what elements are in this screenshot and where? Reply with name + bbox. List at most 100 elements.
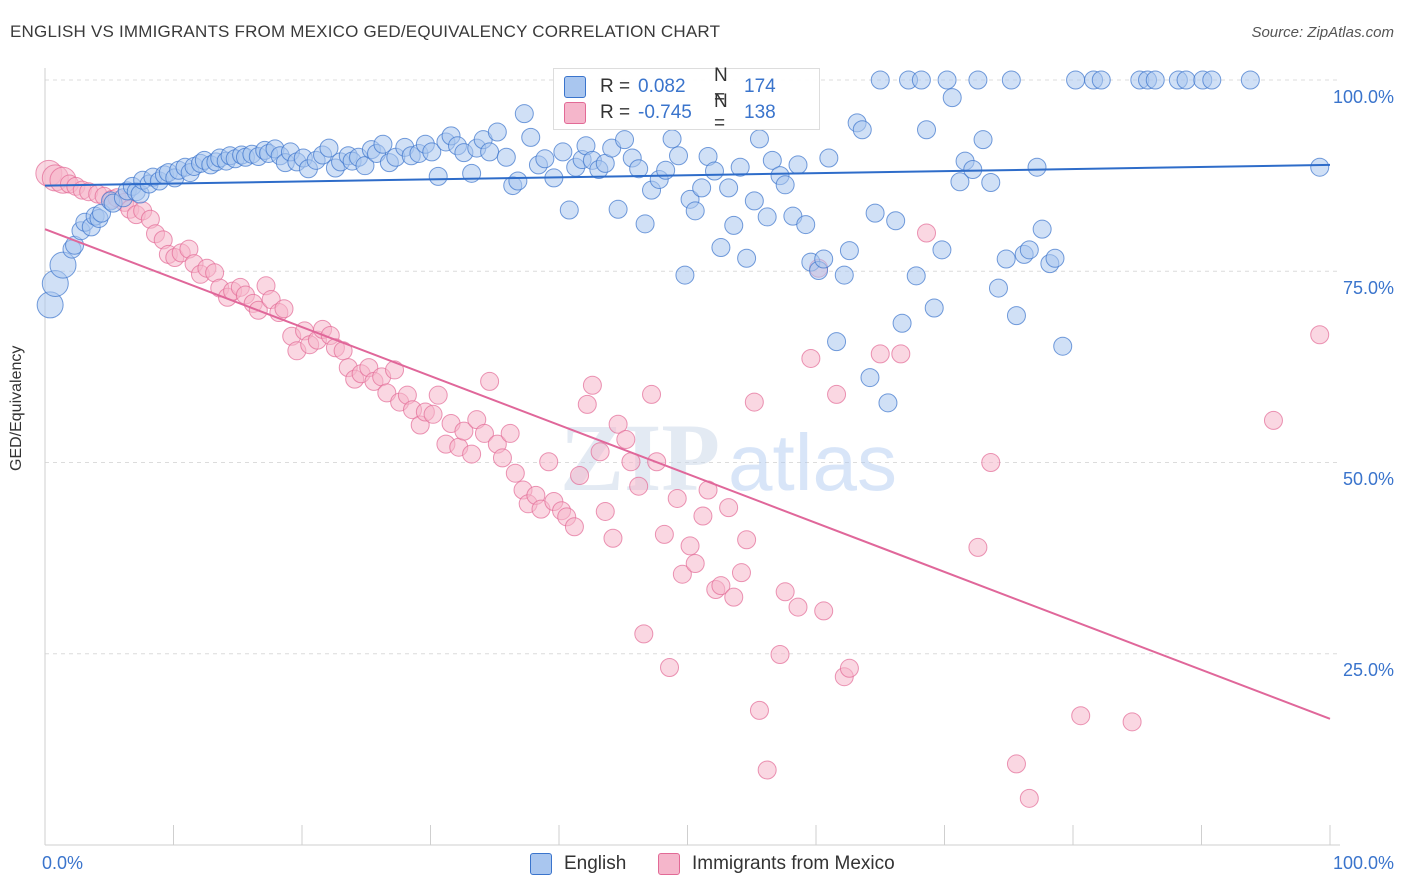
- mexico-point: [564, 517, 584, 537]
- mexico-point: [814, 601, 834, 621]
- english-point: [724, 215, 744, 235]
- english-point: [1145, 70, 1165, 90]
- english-point: [685, 201, 705, 221]
- mexico-legend-label: Immigrants from Mexico: [692, 853, 895, 874]
- mexico-point: [680, 536, 700, 556]
- mexico-point: [667, 488, 687, 508]
- english-point: [521, 127, 541, 147]
- english-point: [1027, 157, 1047, 177]
- english-point: [757, 207, 777, 227]
- mexico-point: [968, 537, 988, 557]
- english-point: [834, 265, 854, 285]
- english-point: [839, 241, 859, 261]
- english-point: [608, 199, 628, 219]
- x-tick-100: 100.0%: [1332, 853, 1394, 873]
- english-point: [711, 238, 731, 258]
- english-point: [49, 251, 77, 279]
- english-point: [487, 122, 507, 142]
- english-point: [1176, 70, 1196, 90]
- english-trend-line: [44, 163, 1331, 187]
- mexico-point: [981, 453, 1001, 472]
- english-point: [1066, 70, 1086, 90]
- english-legend-label: English: [564, 853, 627, 874]
- english-point: [535, 149, 555, 169]
- mexico-point: [474, 423, 494, 443]
- svg-text:atlas: atlas: [728, 418, 897, 507]
- english-legend-swatch: [530, 853, 552, 875]
- english-point: [860, 368, 880, 388]
- english-point: [1006, 306, 1026, 326]
- mexico-point: [385, 360, 405, 380]
- y-tick-100: 100.0%: [1332, 87, 1394, 107]
- mexico-point: [731, 563, 751, 583]
- mexico-point: [744, 392, 764, 412]
- english-point: [719, 178, 739, 198]
- mexico-point: [870, 344, 890, 364]
- y-tick-25: 25.0%: [1342, 660, 1394, 680]
- english-points: [36, 70, 1330, 413]
- mexico-point: [839, 658, 859, 678]
- correlation-legend: R = 0.082 N = 174 R = -0.745 N = 138: [553, 65, 820, 134]
- legend-n-label: N =: [714, 91, 728, 134]
- mexico-point: [654, 524, 674, 544]
- mexico-point: [1006, 754, 1026, 774]
- english-point: [737, 248, 757, 268]
- trend-lines: [44, 163, 1331, 720]
- mexico-point: [582, 375, 602, 395]
- english-point: [1019, 240, 1039, 260]
- mexico-point: [608, 414, 628, 434]
- mexico-point: [634, 624, 654, 644]
- english-point: [814, 249, 834, 269]
- mexico-point: [577, 394, 597, 414]
- legend-r-label: R =: [600, 76, 631, 97]
- legend-r-value: 0.082: [638, 76, 686, 97]
- legend-row-english: R = 0.082 N = 174: [564, 65, 776, 108]
- english-point: [1001, 70, 1021, 90]
- mexico-point: [1122, 712, 1142, 732]
- legend-n-value: 138: [744, 102, 776, 123]
- english-point: [865, 203, 885, 223]
- english-point: [480, 142, 500, 162]
- mexico-point: [801, 348, 821, 368]
- english-point: [996, 249, 1016, 269]
- english-point: [819, 148, 839, 168]
- mexico-point: [891, 344, 911, 364]
- chart-title: ENGLISH VS IMMIGRANTS FROM MEXICO GED/EQ…: [10, 22, 721, 41]
- mexico-point: [616, 430, 636, 450]
- english-point: [730, 157, 750, 177]
- english-point: [886, 211, 906, 231]
- y-tick-75: 75.0%: [1342, 278, 1394, 298]
- mexico-point: [492, 448, 512, 468]
- english-point: [852, 120, 872, 140]
- mexico-point: [642, 384, 662, 404]
- mexico-point: [1263, 410, 1283, 430]
- english-point: [788, 155, 808, 175]
- mexico-point: [711, 576, 731, 596]
- english-point: [917, 120, 937, 140]
- y-axis-label: GED/Equivalency: [8, 345, 25, 471]
- mexico-point: [500, 423, 520, 443]
- mexico-legend-swatch: [658, 853, 680, 875]
- mexico-point: [917, 223, 937, 243]
- english-point: [968, 70, 988, 90]
- english-point: [942, 88, 962, 108]
- english-point: [796, 215, 816, 235]
- series-legend: English Immigrants from Mexico: [0, 853, 1406, 877]
- axes: [44, 68, 1340, 846]
- english-point: [704, 161, 724, 181]
- legend-item-english: English: [530, 853, 626, 875]
- english-point: [615, 130, 635, 150]
- english-point: [1310, 157, 1330, 177]
- english-point: [422, 142, 442, 162]
- mexico-point: [719, 498, 739, 518]
- english-point: [775, 175, 795, 195]
- english-point: [973, 130, 993, 150]
- mexico-point: [1310, 325, 1330, 345]
- english-point: [1240, 70, 1260, 90]
- mexico-point: [775, 582, 795, 602]
- english-point: [319, 138, 339, 158]
- legend-n-value: 174: [744, 76, 776, 97]
- english-point: [762, 150, 782, 170]
- mexico-point: [660, 658, 680, 678]
- mexico-point: [788, 597, 808, 617]
